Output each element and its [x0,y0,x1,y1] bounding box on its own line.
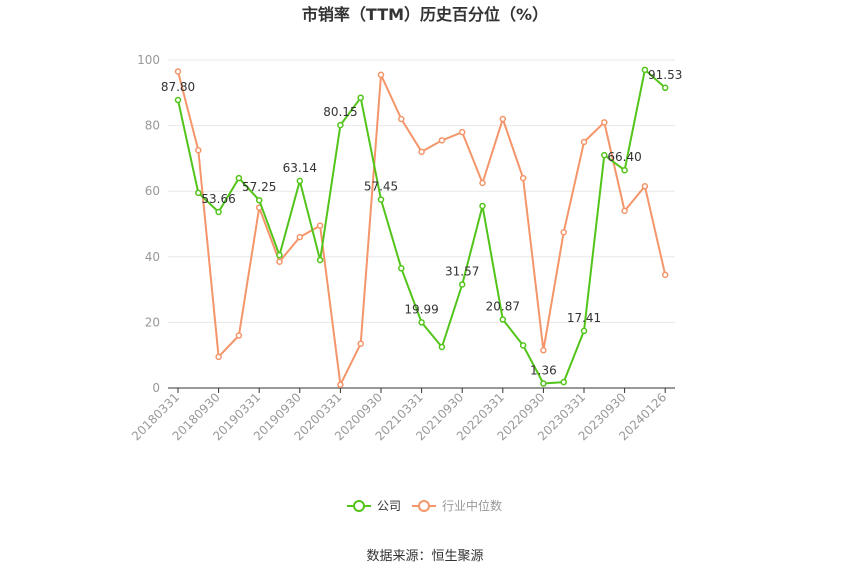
data-label: 1.36 [530,364,557,378]
data-label: 80.15 [323,105,357,119]
data-point-industry [418,148,425,156]
data-point-industry [519,174,527,182]
x-axis: 2018033120180930201903312019093020200331… [129,387,675,443]
data-point-industry [398,115,405,123]
data-point-company [337,121,344,129]
data-point-industry [621,207,628,215]
data-point-industry [540,347,547,354]
data-point-industry [641,183,649,190]
legend-marker-company [353,500,365,512]
y-tick-label: 100 [137,53,160,67]
data-point-company [601,151,608,159]
y-tick-label: 40 [145,250,160,264]
data-point-company [661,84,669,92]
data-label: 63.14 [283,161,317,175]
series-lines [174,66,669,388]
data-label: 17.41 [567,311,601,325]
y-tick-label: 80 [145,119,160,133]
data-label: 19.99 [404,302,438,316]
chart-title: 市销率（TTM）历史百分位（%） [302,5,548,24]
legend: 公司 行业中位数 [347,498,502,513]
data-point-company [641,66,649,74]
data-point-industry [377,71,385,79]
grid-lines [168,59,675,323]
data-point-industry [560,228,567,236]
data-point-company [316,256,324,264]
y-axis: 0 20 40 60 80 100 [137,53,160,395]
data-point-company [195,189,202,197]
data-point-company [458,281,466,288]
data-point-industry [316,222,324,229]
data-point-company [519,342,527,349]
data-label: 87.80 [161,80,195,94]
data-point-company [276,251,283,259]
data-point-company [479,202,486,210]
data-label: 57.45 [364,180,398,194]
legend-marker-industry [418,500,430,512]
data-labels: 87.80 53.66 57.25 63.14 80.15 57.45 19.99 31.57… [161,68,683,378]
data-point-company [418,319,425,326]
legend-label-industry: 行业中位数 [442,498,502,513]
data-point-company [174,96,182,104]
data-point-company [377,196,385,203]
data-point-industry [479,179,486,187]
data-point-industry [499,115,507,123]
data-point-company [560,378,567,386]
data-label: 31.57 [445,264,479,278]
data-point-industry [276,258,283,265]
data-point-company [255,196,263,204]
data-point-industry [174,68,182,75]
data-point-company [215,208,222,216]
data-point-industry [195,146,202,154]
data-label: 20.87 [486,300,520,314]
data-point-company [580,327,588,335]
data-label: 66.40 [607,150,641,164]
data-point-company [296,177,304,185]
data-point-industry [357,340,364,347]
data-point-industry [337,381,344,388]
data-point-company [499,316,507,323]
legend-item-industry-median[interactable]: 行业中位数 [412,498,502,513]
legend-item-company[interactable]: 公司 [347,499,401,513]
data-point-industry [661,271,669,279]
data-label: 91.53 [648,68,682,82]
data-point-industry [438,137,446,144]
data-point-industry [296,233,304,241]
data-point-company [438,343,446,351]
data-label: 57.25 [242,180,276,194]
source-note: 数据来源：恒生聚源 [366,549,483,564]
legend-label-company: 公司 [377,499,401,513]
data-point-industry [580,138,588,146]
data-point-industry [458,128,466,136]
data-label: 53.66 [201,192,235,206]
data-point-company [357,94,364,101]
series-line-industry [177,71,667,386]
data-point-company [540,380,547,387]
y-tick-label: 0 [152,381,160,395]
data-point-company [235,174,243,182]
series-line-company [177,68,666,385]
data-point-industry [215,353,222,361]
data-point-industry [235,332,243,339]
y-tick-label: 60 [145,184,160,198]
y-tick-label: 20 [145,315,160,329]
data-point-industry [601,119,608,126]
data-point-company [621,166,628,174]
data-point-company [398,265,405,272]
